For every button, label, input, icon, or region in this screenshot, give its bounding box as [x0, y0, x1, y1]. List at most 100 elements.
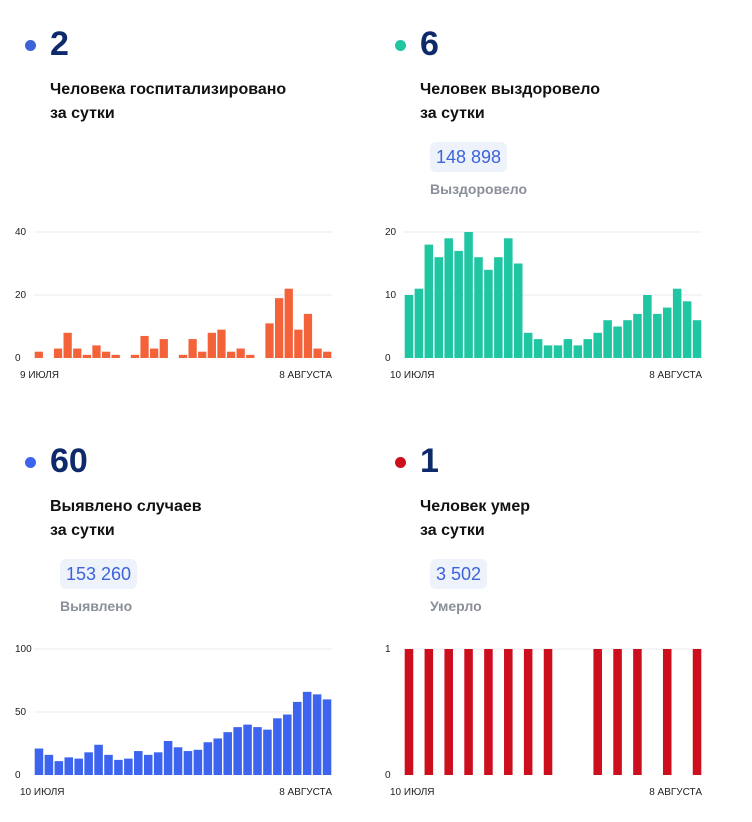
- indicator-dot: [395, 457, 406, 468]
- bar: [424, 244, 434, 358]
- bar: [143, 754, 153, 775]
- bar: [444, 238, 453, 358]
- bar: [653, 313, 662, 358]
- bar: [273, 718, 282, 775]
- x-start-label: 10 ИЮЛЯ: [20, 787, 65, 798]
- bar: [263, 729, 272, 775]
- bar: [523, 332, 533, 358]
- bar: [613, 649, 622, 775]
- bar: [188, 339, 197, 358]
- card-cases: 60 Выявлено случаев за сутки 153 260 Выя…: [0, 417, 360, 817]
- bar: [543, 345, 553, 358]
- bar: [233, 727, 242, 775]
- cases-description: Выявлено случаев за сутки: [50, 495, 202, 543]
- desc-line: Человек умер: [420, 498, 531, 515]
- bar: [92, 345, 101, 358]
- recovered-chart: 0 10 20 10 ИЮЛЯ 8 АВГУСТА: [385, 227, 702, 381]
- hospitalized-description: Человека госпитализировано за сутки: [50, 78, 286, 126]
- recovered-value: 6: [420, 25, 439, 63]
- bar: [434, 257, 444, 358]
- y-tick-label: 10: [385, 290, 397, 301]
- bar: [593, 649, 602, 775]
- bar: [226, 351, 236, 358]
- bar: [404, 649, 414, 775]
- y-tick-label: 20: [15, 290, 27, 301]
- bar: [643, 295, 652, 358]
- recovered-total: 148 898: [430, 142, 508, 172]
- bar: [207, 332, 216, 358]
- bar: [53, 348, 63, 358]
- bar: [613, 326, 622, 358]
- cases-total-label: Выявлено: [60, 598, 133, 614]
- bar: [150, 348, 159, 358]
- hospitalized-chart: 0 20 40 9 ИЮЛЯ 8 АВГУСТА: [15, 227, 332, 381]
- bar: [73, 348, 82, 358]
- bar: [474, 257, 483, 358]
- x-end-label: 8 АВГУСТА: [279, 370, 332, 381]
- bar: [284, 288, 293, 358]
- bar: [424, 649, 434, 775]
- bar: [464, 649, 473, 775]
- bar: [414, 288, 424, 358]
- bar: [74, 758, 83, 775]
- bar: [153, 752, 163, 775]
- bar: [34, 351, 43, 358]
- bar: [183, 751, 193, 775]
- x-start-label: 9 ИЮЛЯ: [20, 370, 59, 381]
- bar: [322, 699, 332, 775]
- bar: [573, 345, 583, 358]
- desc-line: Человек выздоровело: [420, 81, 601, 98]
- bar: [213, 738, 223, 775]
- y-tick-label: 0: [15, 770, 21, 781]
- bar: [672, 288, 682, 358]
- bar: [82, 354, 92, 358]
- deaths-value: 1: [420, 442, 439, 480]
- bar: [243, 724, 252, 775]
- bar: [523, 649, 533, 775]
- y-tick-label: 0: [385, 770, 391, 781]
- card-recovered: 6 Человек выздоровело за сутки 148 898 В…: [370, 0, 730, 400]
- y-tick-label: 0: [385, 353, 391, 364]
- bar: [246, 354, 255, 358]
- desc-line: за сутки: [420, 522, 485, 539]
- bar: [593, 332, 602, 358]
- bar: [662, 307, 672, 358]
- cases-value: 60: [50, 442, 88, 480]
- bar: [484, 269, 493, 358]
- card-hospitalized: 2 Человека госпитализировано за сутки 0 2…: [0, 0, 360, 400]
- bar: [217, 329, 226, 358]
- recovered-total-label: Выздоровело: [430, 181, 528, 197]
- bar: [114, 759, 123, 775]
- bar: [294, 329, 303, 358]
- bar: [178, 354, 188, 358]
- bar: [193, 749, 203, 775]
- bar: [159, 339, 168, 358]
- deaths-chart: 0 1 10 ИЮЛЯ 8 АВГУСТА: [385, 644, 702, 798]
- bar: [504, 649, 513, 775]
- desc-line: Человека госпитализировано: [50, 81, 287, 98]
- bar: [44, 754, 54, 775]
- deaths-description: Человек умер за сутки: [420, 495, 530, 543]
- bar: [464, 232, 473, 358]
- recovered-description: Человек выздоровело за сутки: [420, 78, 600, 126]
- bar: [253, 727, 262, 775]
- hospitalized-value: 2: [50, 25, 69, 63]
- bar: [543, 649, 553, 775]
- bar: [692, 649, 702, 775]
- bar: [603, 320, 612, 358]
- bar: [283, 714, 292, 775]
- bar: [104, 754, 113, 775]
- y-tick-label: 0: [15, 353, 21, 364]
- desc-line: за сутки: [50, 105, 115, 122]
- bar: [173, 747, 183, 775]
- y-tick-label: 1: [385, 644, 391, 655]
- bar: [302, 691, 312, 775]
- indicator-dot: [25, 457, 36, 468]
- bar: [134, 751, 143, 775]
- bar: [94, 744, 103, 775]
- y-tick-label: 20: [385, 227, 397, 238]
- bar: [54, 761, 64, 775]
- bar: [312, 694, 322, 775]
- x-start-label: 10 ИЮЛЯ: [390, 370, 435, 381]
- cases-total: 153 260: [60, 559, 138, 589]
